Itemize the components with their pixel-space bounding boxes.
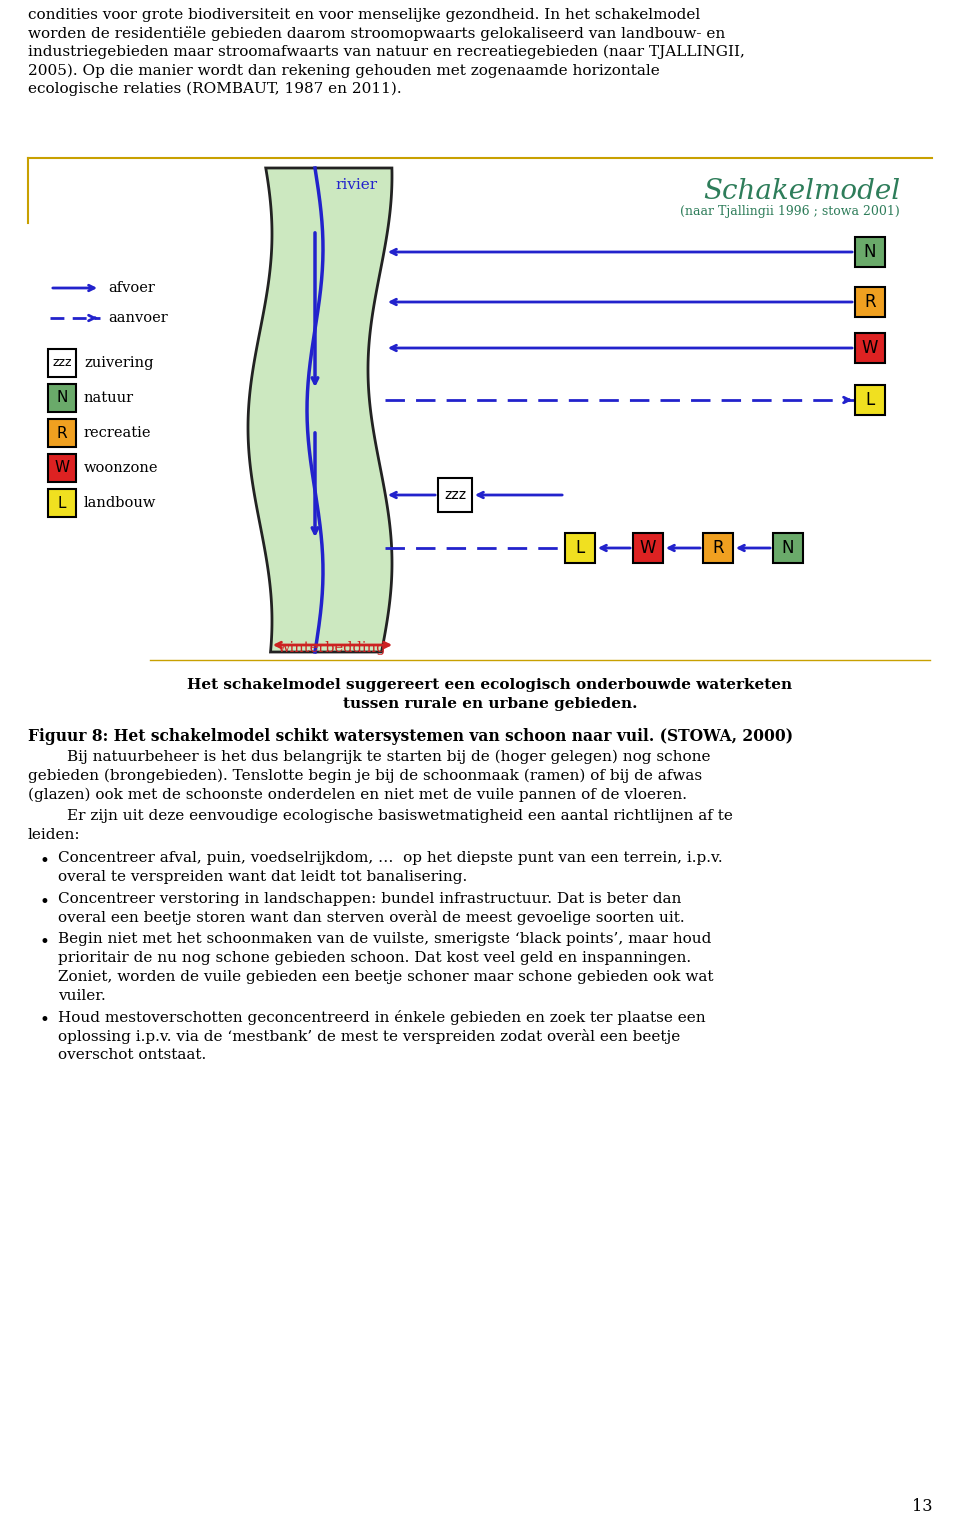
- Text: Schakelmodel: Schakelmodel: [703, 178, 900, 204]
- Text: aanvoer: aanvoer: [108, 310, 168, 324]
- Text: overal te verspreiden want dat leidt tot banalisering.: overal te verspreiden want dat leidt tot…: [58, 870, 468, 884]
- FancyBboxPatch shape: [48, 420, 76, 447]
- FancyBboxPatch shape: [48, 384, 76, 412]
- Text: gebieden (brongebieden). Tenslotte begin je bij de schoonmaak (ramen) of bij de : gebieden (brongebieden). Tenslotte begin…: [28, 768, 702, 784]
- Text: •: •: [40, 893, 50, 910]
- Text: •: •: [40, 853, 50, 870]
- FancyBboxPatch shape: [633, 533, 663, 563]
- Text: Figuur 8: Het schakelmodel schikt watersystemen van schoon naar vuil. (STOWA, 20: Figuur 8: Het schakelmodel schikt waters…: [28, 729, 793, 745]
- Text: afvoer: afvoer: [108, 281, 155, 295]
- Text: Bij natuurbeheer is het dus belangrijk te starten bij de (hoger gelegen) nog sch: Bij natuurbeheer is het dus belangrijk t…: [28, 750, 710, 764]
- Text: ecologische relaties (ROMBAUT, 1987 en 2011).: ecologische relaties (ROMBAUT, 1987 en 2…: [28, 81, 401, 97]
- FancyBboxPatch shape: [48, 453, 76, 483]
- FancyBboxPatch shape: [855, 334, 885, 363]
- FancyBboxPatch shape: [48, 349, 76, 377]
- FancyBboxPatch shape: [773, 533, 803, 563]
- Text: (naar Tjallingii 1996 ; stowa 2001): (naar Tjallingii 1996 ; stowa 2001): [681, 204, 900, 218]
- Text: overal een beetje storen want dan sterven overàl de meest gevoelige soorten uit.: overal een beetje storen want dan sterve…: [58, 910, 684, 925]
- Text: W: W: [639, 539, 657, 556]
- Text: (glazen) ook met de schoonste onderdelen en niet met de vuile pannen of de vloer: (glazen) ook met de schoonste onderdelen…: [28, 787, 687, 802]
- FancyBboxPatch shape: [703, 533, 733, 563]
- Text: •: •: [40, 1013, 50, 1030]
- Text: N: N: [57, 390, 68, 406]
- Text: •: •: [40, 934, 50, 951]
- Text: zuivering: zuivering: [84, 357, 154, 370]
- Text: Er zijn uit deze eenvoudige ecologische basiswetmatigheid een aantal richtlijnen: Er zijn uit deze eenvoudige ecologische …: [28, 810, 732, 824]
- Text: Concentreer verstoring in landschappen: bundel infrastructuur. Dat is beter dan: Concentreer verstoring in landschappen: …: [58, 891, 682, 905]
- Text: L: L: [575, 539, 585, 556]
- Text: condities voor grote biodiversiteit en voor menselijke gezondheid. In het schake: condities voor grote biodiversiteit en v…: [28, 8, 700, 22]
- Text: zzz: zzz: [444, 489, 466, 503]
- Text: N: N: [781, 539, 794, 556]
- Text: rivier: rivier: [335, 178, 377, 192]
- Text: prioritair de nu nog schone gebieden schoon. Dat kost veel geld en inspanningen.: prioritair de nu nog schone gebieden sch…: [58, 951, 691, 965]
- Text: tussen rurale en urbane gebieden.: tussen rurale en urbane gebieden.: [343, 696, 637, 712]
- Text: recreatie: recreatie: [84, 426, 152, 440]
- Text: vuiler.: vuiler.: [58, 988, 106, 1002]
- Text: landbouw: landbouw: [84, 496, 156, 510]
- Text: Het schakelmodel suggereert een ecologisch onderbouwde waterketen: Het schakelmodel suggereert een ecologis…: [187, 678, 793, 692]
- FancyBboxPatch shape: [855, 287, 885, 317]
- Text: R: R: [712, 539, 724, 556]
- Text: zzz: zzz: [52, 357, 72, 369]
- Text: worden de residentiële gebieden daarom stroomopwaarts gelokaliseerd van landbou: worden de residentiële gebieden daarom …: [28, 26, 725, 41]
- Text: L: L: [865, 390, 875, 409]
- Text: W: W: [55, 461, 69, 475]
- Text: woonzone: woonzone: [84, 461, 158, 475]
- Text: overschot ontstaat.: overschot ontstaat.: [58, 1048, 206, 1062]
- Text: Zoniet, worden de vuile gebieden een beetje schoner maar schone gebieden ook wat: Zoniet, worden de vuile gebieden een bee…: [58, 970, 713, 984]
- Text: Houd mestoverschotten geconcentreerd in énkele gebieden en zoek ter plaatse een: Houd mestoverschotten geconcentreerd in …: [58, 1010, 706, 1025]
- Text: 13: 13: [911, 1499, 932, 1515]
- FancyBboxPatch shape: [48, 489, 76, 516]
- FancyBboxPatch shape: [855, 237, 885, 267]
- Text: R: R: [57, 426, 67, 441]
- Text: R: R: [864, 294, 876, 310]
- Text: L: L: [58, 495, 66, 510]
- Text: N: N: [864, 243, 876, 261]
- FancyBboxPatch shape: [855, 384, 885, 415]
- Text: leiden:: leiden:: [28, 828, 81, 842]
- FancyBboxPatch shape: [565, 533, 595, 563]
- Polygon shape: [248, 168, 392, 652]
- FancyBboxPatch shape: [438, 478, 472, 512]
- Text: 2005). Op die manier wordt dan rekening gehouden met zogenaamde horizontale: 2005). Op die manier wordt dan rekening …: [28, 63, 660, 78]
- Text: oplossing i.p.v. via de ‘mestbank’ de mest te verspreiden zodat overàl een beetj: oplossing i.p.v. via de ‘mestbank’ de me…: [58, 1030, 681, 1044]
- Text: winterbedding: winterbedding: [278, 641, 387, 655]
- Text: Begin niet met het schoonmaken van de vuilste, smerigste ‘black points’, maar ho: Begin niet met het schoonmaken van de vu…: [58, 933, 711, 947]
- Text: industriegebieden maar stroomafwaarts van natuur en recreatiegebieden (naar TJAL: industriegebieden maar stroomafwaarts va…: [28, 45, 745, 60]
- Text: W: W: [862, 340, 878, 357]
- Text: natuur: natuur: [84, 390, 134, 406]
- Text: Concentreer afval, puin, voedselrijkdom, …  op het diepste punt van een terrein,: Concentreer afval, puin, voedselrijkdom,…: [58, 851, 723, 865]
